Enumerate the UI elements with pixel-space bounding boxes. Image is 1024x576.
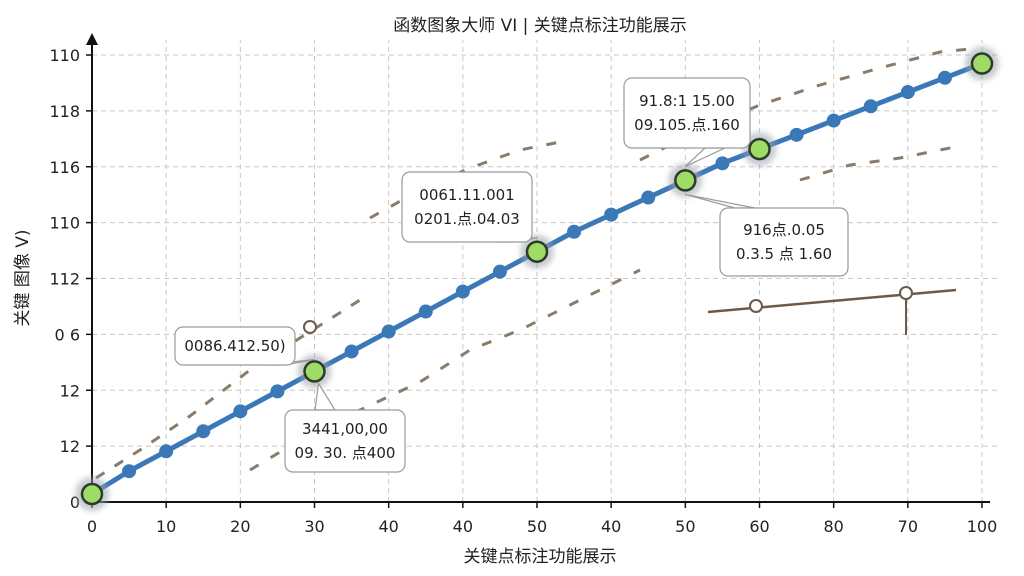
x-tick-label: 20: [230, 517, 250, 536]
x-tick-label: 60: [749, 517, 769, 536]
y-axis-arrow: [86, 33, 98, 45]
series-point: [455, 284, 470, 299]
series-point: [418, 304, 433, 319]
callout-text: 0061.11.001: [419, 186, 514, 204]
callout: 0061.11.001 0201.点.04.03: [401, 171, 538, 243]
x-tick-label: 80: [823, 517, 843, 536]
series-point: [381, 324, 396, 339]
chart-title: 函数图象大师 VI | 关键点标注功能展示: [393, 16, 687, 36]
callout-text: 3441,00,00: [302, 420, 388, 438]
x-tick-label: 30: [304, 517, 324, 536]
x-tick-label: 40: [601, 517, 621, 536]
x-tick-label: 70: [898, 517, 918, 536]
secondary-line: [707, 288, 957, 314]
callout: 3441,00,00 09. 30. 点400: [284, 381, 406, 473]
key-point: [80, 482, 104, 506]
callout-text: 0.3.5 点 1.60: [736, 245, 832, 263]
y-tick-label: 118: [49, 102, 80, 121]
callout: 0086.412.50): [174, 326, 315, 366]
series-point: [937, 70, 952, 85]
series-point: [233, 404, 248, 419]
callout-pointer: [685, 193, 756, 209]
secondary-point: [899, 286, 913, 300]
key-point: [525, 240, 549, 263]
secondary-segment: [303, 286, 957, 335]
series-point: [604, 207, 619, 222]
callout-text: 09. 30. 点400: [295, 444, 396, 462]
callouts: 0086.412.50) 3441,00,00 09. 30. 点400 0061.1…: [174, 77, 849, 473]
series-point: [159, 444, 174, 459]
y-axis-label: 关键 图像 V): [13, 229, 33, 326]
x-tick-label: 10: [156, 517, 176, 536]
y-tick-label: 0: [70, 493, 80, 512]
dashed-guide-lower: [249, 268, 641, 472]
y-tick-label: 110: [49, 46, 80, 65]
callout-text: 0086.412.50): [184, 337, 285, 355]
callout-text: 91.8:1 15.00: [639, 92, 735, 110]
callout-box: [284, 409, 406, 473]
key-point: [674, 169, 697, 192]
y-tick-label: 12: [60, 381, 80, 400]
y-tick-label: 116: [49, 158, 80, 177]
callout: 916点.0.05 0.3.5 点 1.60: [685, 193, 849, 277]
y-tick-label: 12: [60, 437, 80, 456]
y-tick-label: 112: [49, 270, 80, 289]
key-point: [303, 360, 326, 383]
series-point: [715, 156, 730, 171]
x-tick-label: 50: [675, 517, 695, 536]
series-point: [344, 344, 359, 359]
x-tick-label: 100: [967, 517, 998, 536]
callout-box: [623, 77, 751, 149]
callout-box: [401, 171, 533, 243]
series-point: [122, 464, 137, 479]
x-tick-label: 0: [87, 517, 97, 536]
x-tick-label: 40: [378, 517, 398, 536]
callout-box: [719, 207, 849, 277]
secondary-point: [303, 320, 317, 334]
dashed-guide-right: [799, 144, 961, 182]
callout-text: 0201.点.04.03: [414, 210, 520, 228]
callout-text: 916点.0.05: [743, 221, 825, 239]
series-point: [789, 127, 804, 142]
x-tick-label: 50: [527, 517, 547, 536]
callout-pointer: [314, 381, 337, 411]
series-point: [196, 424, 211, 439]
x-ticks: 0 10 20 30 40 40 50 40 50 60 80 70 100: [87, 502, 997, 536]
series-point: [900, 85, 915, 100]
series-point: [863, 99, 878, 114]
series-point: [492, 264, 507, 279]
callout: 91.8:1 15.00 09.105.点.160: [623, 77, 751, 167]
y-ticks: 0 12 12 0 6 112 110 116 118 110: [49, 46, 92, 512]
x-tick-label: 40: [453, 517, 473, 536]
dashed-guide-upper-right: [639, 46, 981, 162]
callout-box: [174, 326, 296, 366]
x-axis-label: 关键点标注功能展示: [464, 547, 617, 567]
series-point: [270, 384, 285, 399]
y-tick-label: 0 6: [55, 325, 80, 344]
series-point: [826, 113, 841, 128]
series-point: [567, 224, 582, 239]
key-point: [970, 52, 994, 75]
y-tick-label: 110: [49, 214, 80, 233]
secondary-point: [749, 299, 763, 313]
series-point: [641, 190, 656, 205]
callout-text: 09.105.点.160: [634, 116, 740, 134]
key-point: [748, 137, 771, 161]
key-points: [75, 46, 999, 511]
dashed-guides: [95, 46, 981, 480]
